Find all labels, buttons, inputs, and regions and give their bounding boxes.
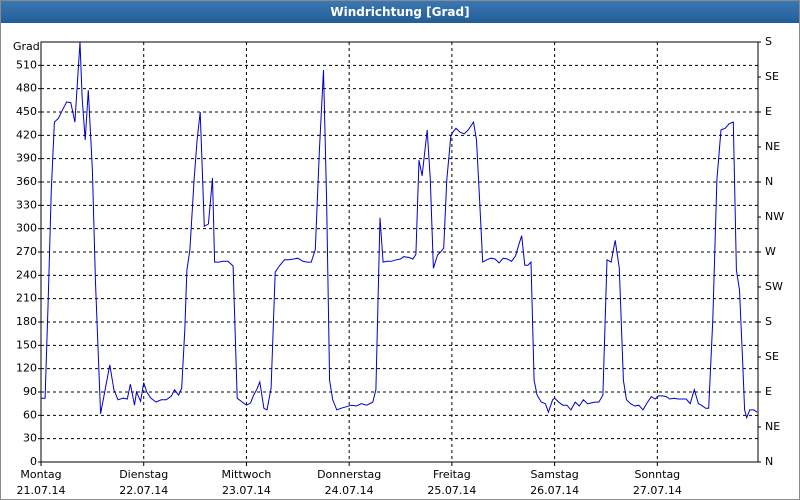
y-tick-label: 450 xyxy=(16,105,37,118)
plot-area xyxy=(41,42,758,462)
y-tick-label: 60 xyxy=(23,408,37,421)
y2-tick-label: NW xyxy=(765,210,784,223)
title-bar: Windrichtung [Grad] xyxy=(1,1,799,23)
x-tick-label: Samstag xyxy=(531,468,579,481)
y-tick-label: 390 xyxy=(16,152,37,165)
y-tick-label: 480 xyxy=(16,82,37,95)
y2-tick-label: SW xyxy=(765,280,783,293)
y2-tick-label: N xyxy=(765,175,773,188)
data-line xyxy=(41,41,758,420)
y-tick-label: 330 xyxy=(16,198,37,211)
y-tick-label: 210 xyxy=(16,292,37,305)
y2-tick-label: W xyxy=(765,245,776,258)
y-tick-label: 120 xyxy=(16,362,37,375)
y-axis-label: Grad xyxy=(13,40,40,53)
y-tick-label: 150 xyxy=(16,338,37,351)
y-tick-label: 240 xyxy=(16,268,37,281)
y-tick-label: 180 xyxy=(16,315,37,328)
x-tick-date: 25.07.14 xyxy=(427,484,476,497)
y2-tick-label: NE xyxy=(765,420,780,433)
y2-tick-label: E xyxy=(765,385,772,398)
y2-tick-label: S xyxy=(765,35,772,48)
x-tick-date: 21.07.14 xyxy=(17,484,66,497)
y-tick-label: 420 xyxy=(16,128,37,141)
x-tick-date: 26.07.14 xyxy=(530,484,579,497)
y-tick-label: 90 xyxy=(23,385,37,398)
x-tick-date: 22.07.14 xyxy=(119,484,168,497)
x-tick-date: 23.07.14 xyxy=(222,484,271,497)
y2-tick-label: E xyxy=(765,105,772,118)
y-tick-label: 300 xyxy=(16,222,37,235)
y2-tick-label: NE xyxy=(765,140,780,153)
x-tick-label: Mittwoch xyxy=(221,468,271,481)
x-tick-label: Freitag xyxy=(433,468,471,481)
y-tick-label: 360 xyxy=(16,175,37,188)
y2-tick-label: S xyxy=(765,315,772,328)
y2-tick-label: SE xyxy=(765,70,779,83)
x-tick-date: 27.07.14 xyxy=(633,484,682,497)
x-tick-label: Montag xyxy=(20,468,61,481)
plot-border xyxy=(40,41,759,463)
y-tick-label: 0 xyxy=(30,455,37,468)
x-tick-label: Sonntag xyxy=(634,468,680,481)
x-tick-label: Dienstag xyxy=(119,468,168,481)
x-tick-label: Donnerstag xyxy=(317,468,381,481)
x-tick-date: 24.07.14 xyxy=(325,484,374,497)
y-tick-label: 510 xyxy=(16,58,37,71)
y2-tick-label: SE xyxy=(765,350,779,363)
y2-tick-label: N xyxy=(765,455,773,468)
y-tick-label: 30 xyxy=(23,432,37,445)
y-tick-label: 270 xyxy=(16,245,37,258)
